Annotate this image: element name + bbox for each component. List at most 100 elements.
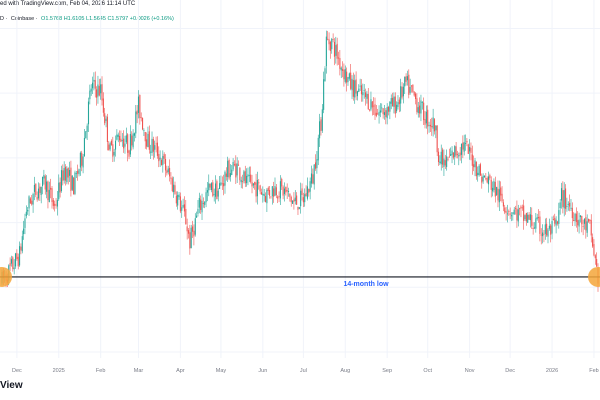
candle-body <box>274 186 276 196</box>
candle-body <box>374 104 376 116</box>
candle-body <box>419 105 421 114</box>
candle-body <box>47 181 49 201</box>
candle-body <box>150 151 152 153</box>
candle-body <box>393 96 395 107</box>
x-tick-label: May <box>216 368 227 374</box>
low-marker <box>588 266 600 287</box>
candle-body <box>173 184 175 193</box>
candle-body <box>317 137 319 161</box>
candle-body <box>429 124 431 127</box>
candle-body <box>243 171 245 181</box>
x-tick-label: Aug <box>340 368 350 374</box>
candle-body <box>32 193 34 205</box>
candle-body <box>423 102 425 121</box>
candle-body <box>25 211 27 217</box>
candle-body <box>332 39 334 41</box>
candle-body <box>547 229 549 237</box>
candle-body <box>504 207 506 213</box>
candle-body <box>267 187 269 192</box>
candle-body <box>352 80 354 97</box>
candle-body <box>577 220 579 226</box>
candle-body <box>67 167 69 178</box>
candle-body <box>302 197 304 203</box>
candle-body <box>171 178 173 192</box>
candle-body <box>70 167 72 192</box>
candle-body <box>169 167 171 177</box>
candle-body <box>543 234 545 236</box>
candle-body <box>156 142 158 156</box>
candle-body <box>273 188 275 197</box>
x-tick-label: Mar <box>134 368 144 374</box>
x-tick-label: Dec <box>12 368 22 374</box>
candle-body <box>308 188 310 193</box>
candle-body <box>96 89 98 98</box>
candle-body <box>492 187 494 192</box>
candle-body <box>178 194 180 198</box>
candle-body <box>405 76 407 82</box>
candle-body <box>440 151 442 165</box>
candle-body <box>400 86 402 104</box>
candle-body <box>385 110 387 117</box>
candle-body <box>204 201 206 205</box>
candle-body <box>250 174 252 182</box>
candle-body <box>381 107 383 109</box>
candle-body <box>313 164 315 185</box>
candle-body <box>23 228 25 235</box>
candle-body <box>428 124 430 126</box>
candle-body <box>570 207 572 209</box>
candle-body <box>237 164 240 166</box>
candle-body <box>270 196 272 198</box>
candle-body <box>43 174 45 179</box>
candle-body <box>336 43 338 59</box>
candle-body <box>183 204 185 212</box>
candle-body <box>102 98 104 113</box>
candle-body <box>139 94 141 119</box>
candle-body <box>529 214 531 221</box>
candle-body <box>324 68 326 82</box>
candle-body <box>258 182 260 184</box>
candle-body <box>87 101 90 125</box>
candle-body <box>182 205 184 208</box>
price-chart[interactable]: 14-month low Dec 2025 Feb Mar Apr May Jun Jul Au… <box>0 0 600 380</box>
candle-body <box>300 190 302 207</box>
candle-body <box>339 58 341 69</box>
symbol-fragment: D <box>0 16 4 22</box>
candle-body <box>592 237 594 247</box>
candle-body <box>194 218 196 235</box>
candle-body <box>73 177 75 195</box>
candle-body <box>536 217 538 219</box>
candle-body <box>328 39 330 45</box>
ohlc-change: +0.0026 (+0.16%) <box>129 16 174 22</box>
candle-body <box>496 187 498 195</box>
candle-body <box>175 195 177 204</box>
candle-body <box>420 100 422 114</box>
candle-body <box>314 162 317 169</box>
candle-body <box>319 121 321 139</box>
candle-body <box>117 134 119 137</box>
candle-body <box>343 69 345 80</box>
candle-body <box>367 93 369 110</box>
candle-body <box>66 168 68 183</box>
candle-body <box>386 106 388 119</box>
candle-body <box>283 188 286 195</box>
x-tick-label: Jun <box>258 368 267 374</box>
candle-body <box>216 181 218 200</box>
candle-body <box>146 139 148 147</box>
candle-body <box>10 259 13 264</box>
candle-body <box>589 219 591 221</box>
candle-body <box>227 160 229 178</box>
candle-body <box>479 164 481 176</box>
candle-body <box>167 168 169 173</box>
candle-body <box>208 183 210 191</box>
candle-body <box>542 232 544 237</box>
candle-body <box>151 138 153 154</box>
candle-body <box>197 208 199 214</box>
candle-body <box>298 207 300 209</box>
candle-body <box>513 209 515 215</box>
candle-body <box>312 174 314 184</box>
candle-body <box>370 99 372 110</box>
candle-body <box>481 177 483 183</box>
candle-body <box>74 172 76 194</box>
candle-body <box>201 200 203 213</box>
candle-body <box>508 211 510 212</box>
